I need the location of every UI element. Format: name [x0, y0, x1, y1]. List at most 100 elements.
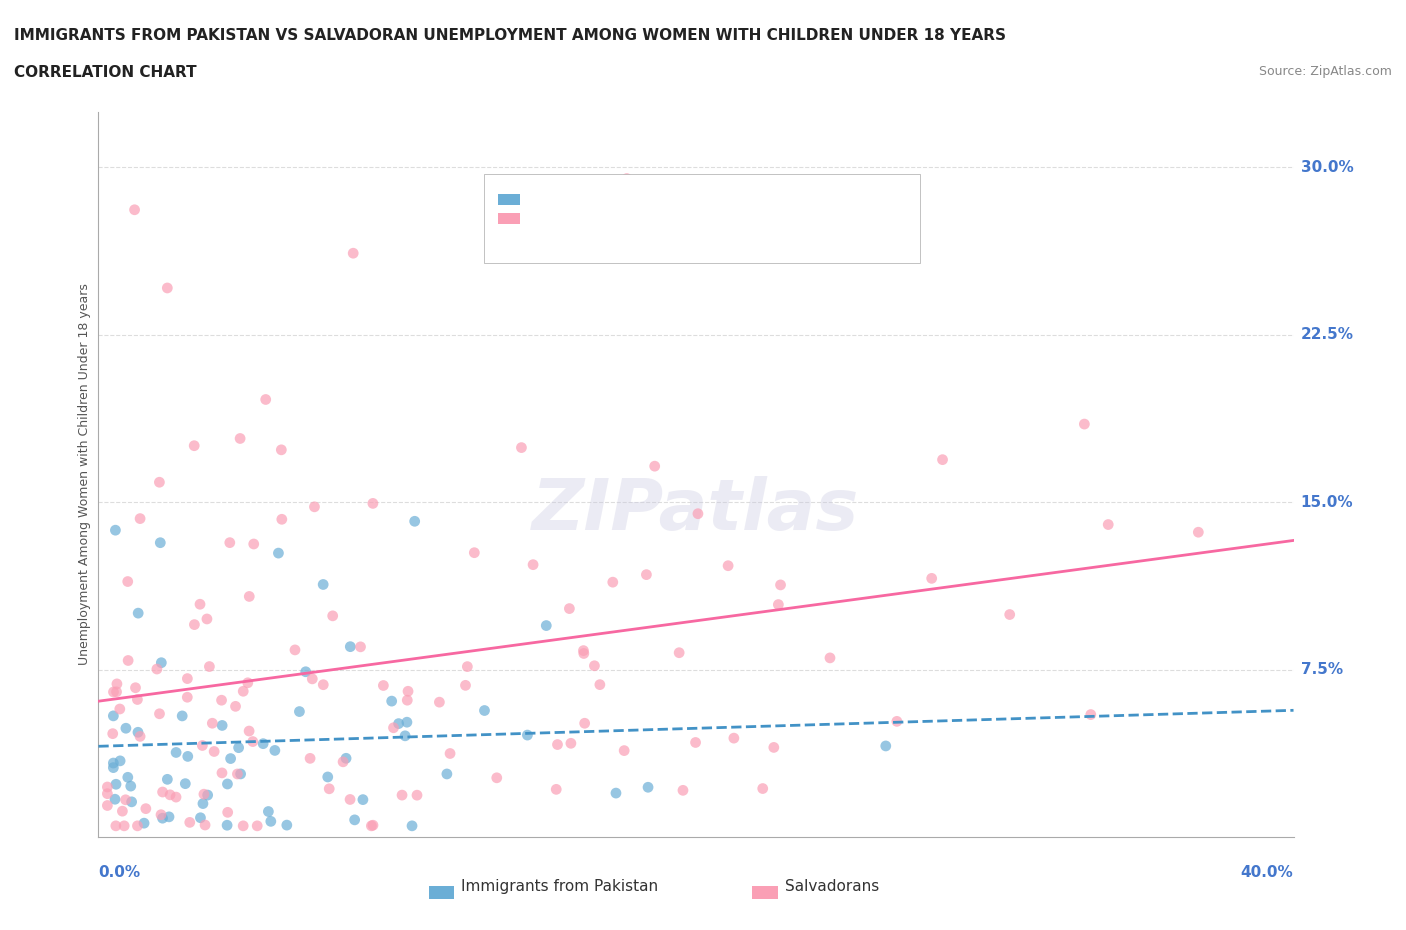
- Point: [382, 721, 405, 736]
- Point: [105, 676, 128, 691]
- Point: [284, 643, 307, 658]
- Text: 0.0%: 0.0%: [98, 865, 141, 880]
- Point: [516, 727, 538, 742]
- Point: [349, 640, 371, 655]
- Point: [751, 781, 773, 796]
- Text: 30.0%: 30.0%: [1301, 160, 1354, 175]
- Point: [96, 798, 118, 813]
- Point: [401, 818, 423, 833]
- Text: 22.5%: 22.5%: [1301, 327, 1354, 342]
- Point: [183, 438, 205, 453]
- Point: [217, 804, 239, 819]
- Point: [396, 693, 419, 708]
- Point: [190, 810, 212, 825]
- Point: [332, 754, 354, 769]
- Point: [129, 512, 152, 526]
- Point: [931, 452, 953, 467]
- Point: [152, 811, 174, 826]
- Point: [132, 816, 155, 830]
- Point: [474, 703, 496, 718]
- Point: [117, 574, 139, 589]
- Point: [572, 646, 595, 661]
- Point: [360, 818, 382, 833]
- Point: [267, 546, 290, 561]
- Text: 15.0%: 15.0%: [1301, 495, 1353, 510]
- Point: [96, 786, 118, 801]
- Point: [195, 612, 218, 627]
- Point: [395, 715, 418, 730]
- Y-axis label: Unemployment Among Women with Children Under 18 years: Unemployment Among Women with Children U…: [79, 284, 91, 665]
- Point: [439, 746, 461, 761]
- Text: ZIPatlas: ZIPatlas: [533, 476, 859, 545]
- Point: [103, 709, 125, 724]
- Text: Source: ZipAtlas.com: Source: ZipAtlas.com: [1258, 65, 1392, 78]
- Point: [121, 794, 143, 809]
- Point: [238, 589, 260, 604]
- Text: IMMIGRANTS FROM PAKISTAN VS SALVADORAN UNEMPLOYMENT AMONG WOMEN WITH CHILDREN UN: IMMIGRANTS FROM PAKISTAN VS SALVADORAN U…: [14, 28, 1007, 43]
- Point: [818, 650, 841, 665]
- Text: 7.5%: 7.5%: [1301, 662, 1343, 677]
- Point: [217, 817, 239, 832]
- Point: [183, 618, 205, 632]
- Point: [191, 738, 214, 753]
- Point: [172, 709, 194, 724]
- Point: [318, 781, 340, 796]
- Point: [391, 788, 413, 803]
- Point: [252, 737, 274, 751]
- Point: [198, 659, 221, 674]
- Point: [339, 639, 361, 654]
- Point: [117, 653, 139, 668]
- Point: [103, 684, 125, 699]
- Point: [510, 440, 533, 455]
- Point: [644, 458, 666, 473]
- Point: [236, 675, 259, 690]
- Point: [211, 693, 233, 708]
- Point: [1187, 525, 1209, 539]
- Point: [101, 726, 124, 741]
- Point: [602, 575, 624, 590]
- Point: [197, 788, 219, 803]
- Point: [232, 818, 254, 833]
- Point: [636, 567, 658, 582]
- Point: [613, 743, 636, 758]
- Point: [157, 809, 180, 824]
- Point: [373, 678, 395, 693]
- Point: [299, 751, 322, 765]
- Point: [117, 770, 139, 785]
- Point: [217, 777, 239, 791]
- Point: [229, 766, 252, 781]
- Point: [96, 779, 118, 794]
- Point: [1080, 707, 1102, 722]
- Point: [361, 496, 384, 511]
- Point: [429, 695, 451, 710]
- Point: [135, 802, 157, 817]
- Point: [723, 731, 745, 746]
- Point: [998, 607, 1021, 622]
- Point: [456, 659, 478, 674]
- Point: [103, 755, 125, 770]
- Text: 40.0%: 40.0%: [1240, 865, 1294, 880]
- Point: [150, 807, 173, 822]
- Point: [312, 677, 335, 692]
- Point: [120, 778, 142, 793]
- Point: [388, 716, 411, 731]
- Point: [146, 661, 169, 676]
- Point: [112, 818, 135, 833]
- Point: [165, 745, 187, 760]
- Point: [294, 664, 316, 679]
- Point: [156, 281, 179, 296]
- Point: [149, 536, 172, 551]
- Point: [229, 431, 252, 445]
- Point: [717, 558, 740, 573]
- Point: [228, 740, 250, 755]
- Text: R = 0.197    N = 59: R = 0.197 N = 59: [527, 194, 703, 212]
- Point: [159, 788, 181, 803]
- Point: [124, 680, 146, 695]
- Point: [322, 608, 344, 623]
- Point: [176, 671, 198, 686]
- Point: [768, 597, 790, 612]
- Point: [188, 597, 211, 612]
- Point: [108, 701, 131, 716]
- Point: [150, 656, 173, 671]
- Point: [201, 716, 224, 731]
